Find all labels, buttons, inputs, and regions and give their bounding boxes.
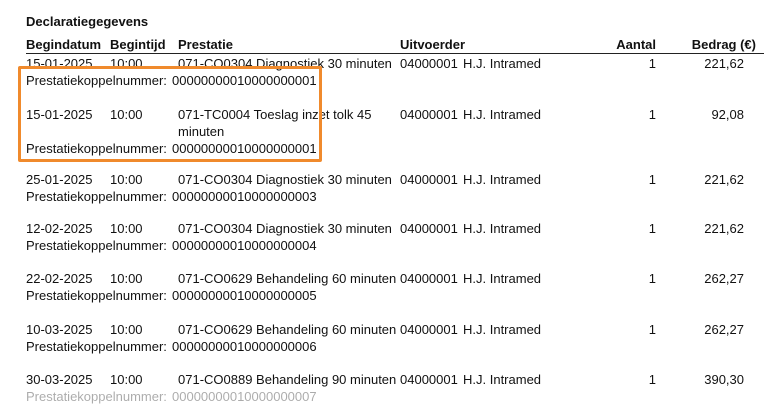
koppel-label: Prestatiekoppelnummer: (26, 389, 167, 404)
col-begindatum: Begindatum (26, 37, 102, 52)
row-uitvoerder-code: 04000001 (400, 322, 458, 337)
row-prestatie: 071-CO0304 Diagnostiek 30 minuten (178, 221, 392, 236)
row-aantal: 1 (648, 322, 656, 337)
row-uitvoerder-name: H.J. Intramed (463, 107, 542, 122)
row-uitvoerder-code: 04000001 (400, 56, 458, 71)
koppel-number: 00000000010000000005 (172, 288, 317, 303)
row-uitvoerder-name: H.J. Intramed (463, 372, 542, 387)
row-time: 10:00 (110, 322, 143, 337)
koppel-number: 00000000010000000001 (172, 73, 317, 88)
row-date: 15-01-2025 (26, 107, 93, 122)
koppel-number: 00000000010000000001 (172, 141, 317, 156)
row-prestatie: 071-TC0004 Toeslag inzet tolk 45 (178, 107, 372, 122)
row-prestatie: 071-CO0629 Behandeling 60 minuten (178, 322, 397, 337)
row-date: 30-03-2025 (26, 372, 93, 387)
row-bedrag: 262,27 (704, 271, 744, 286)
col-aantal: Aantal (616, 37, 656, 52)
row-date: 22-02-2025 (26, 271, 93, 286)
koppel-number: 00000000010000000003 (172, 189, 317, 204)
col-begintijd: Begintijd (110, 37, 166, 52)
row-date: 12-02-2025 (26, 221, 93, 236)
row-time: 10:00 (110, 372, 143, 387)
row-bedrag: 262,27 (704, 322, 744, 337)
koppel-number: 00000000010000000004 (172, 238, 317, 253)
col-prestatie: Prestatie (178, 37, 233, 52)
row-uitvoerder-name: H.J. Intramed (463, 56, 542, 71)
highlight-box (18, 66, 322, 162)
koppel-number: 00000000010000000006 (172, 339, 317, 354)
koppel-label: Prestatiekoppelnummer: (26, 288, 167, 303)
row-prestatie: 071-CO0629 Behandeling 60 minuten (178, 271, 397, 286)
row-prestatie: 071-CO0304 Diagnostiek 30 minuten (178, 172, 392, 187)
row-uitvoerder-code: 04000001 (400, 107, 458, 122)
row-time: 10:00 (110, 172, 143, 187)
row-prestatie: 071-CO0889 Behandeling 90 minuten (178, 372, 397, 387)
col-uitvoerder: Uitvoerder (400, 37, 466, 52)
row-uitvoerder-code: 04000001 (400, 221, 458, 236)
section-title: Declaratiegegevens (26, 14, 149, 29)
row-uitvoerder-code: 04000001 (400, 172, 458, 187)
row-uitvoerder-name: H.J. Intramed (463, 221, 542, 236)
header-divider (26, 53, 764, 54)
col-bedrag: Bedrag (€) (691, 37, 756, 52)
row-time: 10:00 (110, 271, 143, 286)
koppel-label: Prestatiekoppelnummer: (26, 339, 167, 354)
row-prestatie-cont: minuten (178, 124, 225, 139)
row-time: 10:00 (110, 221, 143, 236)
row-bedrag: 390,30 (704, 372, 744, 387)
row-time: 10:00 (110, 107, 143, 122)
row-bedrag: 221,62 (704, 221, 744, 236)
row-aantal: 1 (648, 372, 656, 387)
row-aantal: 1 (648, 271, 656, 286)
row-bedrag: 221,62 (704, 172, 744, 187)
row-aantal: 1 (648, 56, 656, 71)
row-date: 25-01-2025 (26, 172, 93, 187)
row-bedrag: 92,08 (711, 107, 744, 122)
koppel-label: Prestatiekoppelnummer: (26, 141, 167, 156)
row-uitvoerder-code: 04000001 (400, 372, 458, 387)
row-bedrag: 221,62 (704, 56, 744, 71)
row-uitvoerder-name: H.J. Intramed (463, 172, 542, 187)
row-aantal: 1 (648, 107, 656, 122)
row-aantal: 1 (648, 221, 656, 236)
koppel-label: Prestatiekoppelnummer: (26, 73, 167, 88)
row-uitvoerder-name: H.J. Intramed (463, 322, 542, 337)
koppel-label: Prestatiekoppelnummer: (26, 238, 167, 253)
row-date: 10-03-2025 (26, 322, 93, 337)
row-uitvoerder-code: 04000001 (400, 271, 458, 286)
koppel-number: 00000000010000000007 (172, 389, 317, 404)
koppel-label: Prestatiekoppelnummer: (26, 189, 167, 204)
row-aantal: 1 (648, 172, 656, 187)
row-uitvoerder-name: H.J. Intramed (463, 271, 542, 286)
